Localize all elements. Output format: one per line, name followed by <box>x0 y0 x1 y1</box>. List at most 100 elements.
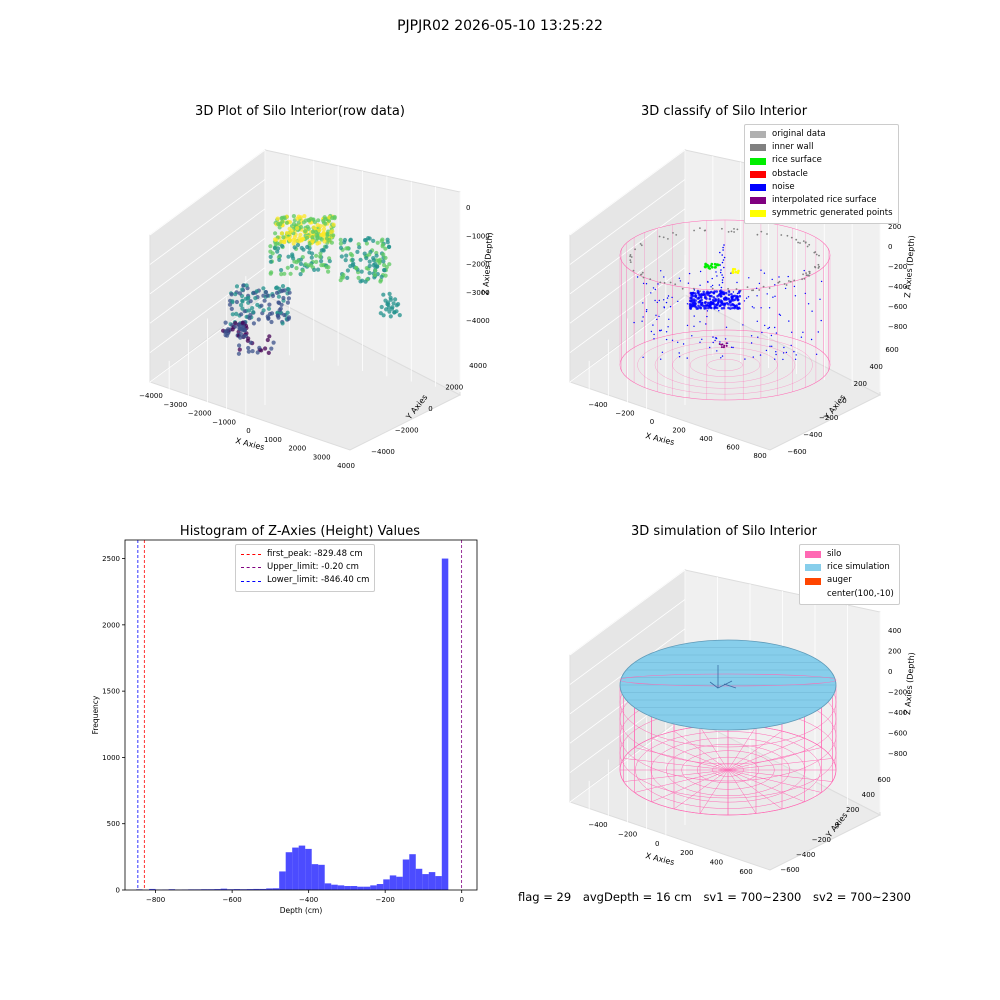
status-footer: flag = 29 avgDepth = 16 cm sv1 = 700~230… <box>518 890 919 904</box>
scatter-point <box>311 225 316 230</box>
legend-label: rice simulation <box>827 562 890 573</box>
scatter-point <box>294 266 299 271</box>
noise-cluster-point <box>717 298 720 301</box>
scatter-point <box>236 351 241 356</box>
inner-wall-point <box>699 227 701 229</box>
noise-point <box>774 358 776 360</box>
scatter-point <box>377 260 382 266</box>
z-tick-label: 0 <box>888 668 892 676</box>
noise-point <box>712 341 714 344</box>
classify-3d-plot: −400 −200 0 200 400 600 800 −600 −400 −200 0 200 400… <box>568 149 916 470</box>
scatter-point <box>324 236 329 241</box>
noise-cluster-point <box>702 293 705 296</box>
scatter-point <box>372 272 377 278</box>
noise-point <box>747 296 750 298</box>
silo-floor-ring <box>637 335 813 395</box>
scatter-point <box>251 321 256 326</box>
inner-wall-point <box>795 238 798 241</box>
scatter-point <box>312 267 317 272</box>
noise-point <box>744 358 746 360</box>
inner-wall-point <box>721 227 723 230</box>
noise-cluster-point <box>714 297 717 301</box>
legend-swatch <box>805 591 821 598</box>
y-tick-label: 400 <box>862 791 875 799</box>
noise-point <box>768 326 771 329</box>
inner-wall-point <box>693 229 695 232</box>
scatter-point <box>278 306 283 311</box>
scatter-point <box>362 238 368 243</box>
noise-point <box>719 271 722 274</box>
silo-floor-spoke <box>727 737 805 771</box>
noise-point <box>782 358 784 361</box>
noise-cluster-point <box>716 302 720 306</box>
figure-title: PJPJR02 2026-05-10 13:25:22 <box>397 18 603 34</box>
scatter-point <box>394 309 399 314</box>
grid-line <box>569 149 686 236</box>
scatter-point <box>298 272 303 277</box>
y-tick-label: 500 <box>107 820 120 828</box>
x-axis-label: X Axies <box>645 431 676 447</box>
scatter-point <box>261 308 266 313</box>
scatter-point <box>344 253 349 258</box>
x-tick-label: 0 <box>246 427 250 435</box>
noise-point <box>790 344 792 347</box>
noise-cluster-point <box>727 293 731 296</box>
scatter-point <box>356 242 361 247</box>
noise-point <box>772 296 774 298</box>
noise-point <box>750 335 753 337</box>
legend-label: Upper_limit: -0.20 cm <box>267 562 359 573</box>
noise-point <box>645 283 648 285</box>
legend-swatch <box>750 170 766 178</box>
scatter-point <box>373 268 378 273</box>
x-axis-label: X Axies <box>235 436 266 452</box>
inner-wall-point <box>817 263 820 266</box>
avg-depth-text: avgDepth = 16 cm <box>582 890 692 904</box>
noise-point <box>721 281 724 284</box>
histogram-bar <box>363 886 371 890</box>
legend-swatch <box>750 157 766 165</box>
inner-wall-point <box>813 251 816 254</box>
scatter-point <box>282 313 287 318</box>
legend-entry: inner wall <box>750 141 893 154</box>
interpolated-point <box>721 343 724 346</box>
scatter-point <box>338 237 343 242</box>
noise-point <box>760 269 762 271</box>
scatter-point <box>271 340 276 345</box>
noise-point <box>660 358 662 360</box>
histogram-bar <box>435 876 442 890</box>
scatter-point <box>230 327 235 332</box>
grid-line <box>149 179 266 265</box>
scatter-point <box>268 271 273 276</box>
scatter-point <box>234 284 240 289</box>
z-tick-label: −800 <box>888 750 907 758</box>
scatter-point <box>362 251 367 256</box>
scatter-point <box>309 255 314 260</box>
inner-wall-point <box>804 241 807 244</box>
inner-wall-point <box>669 281 672 284</box>
legend-swatch <box>750 131 766 139</box>
noise-point <box>653 338 655 340</box>
noise-point <box>722 276 725 279</box>
x-tick-label: −800 <box>146 896 165 904</box>
noise-cluster-point <box>715 306 719 310</box>
noise-point <box>677 300 679 303</box>
scatter-point <box>382 263 387 268</box>
inner-wall-point <box>777 281 780 284</box>
noise-cluster-point <box>708 297 712 301</box>
classify-plot-title: 3D classify of Silo Interior <box>640 104 808 119</box>
scatter-point <box>267 302 272 307</box>
scatter-point <box>307 218 312 223</box>
noise-point <box>705 323 707 325</box>
inner-wall-point <box>639 243 642 245</box>
grid-line <box>569 179 686 265</box>
inner-wall-point <box>634 248 636 251</box>
scatter-point <box>371 238 376 243</box>
inner-wall-point <box>727 287 729 290</box>
scatter-point <box>297 239 302 244</box>
scatter-point <box>261 286 266 291</box>
z-axis-label: Z Axies (Depth) <box>481 232 494 295</box>
inner-wall-point <box>766 233 768 235</box>
legend-entry: original data <box>750 128 893 141</box>
scatter-point <box>239 327 244 332</box>
